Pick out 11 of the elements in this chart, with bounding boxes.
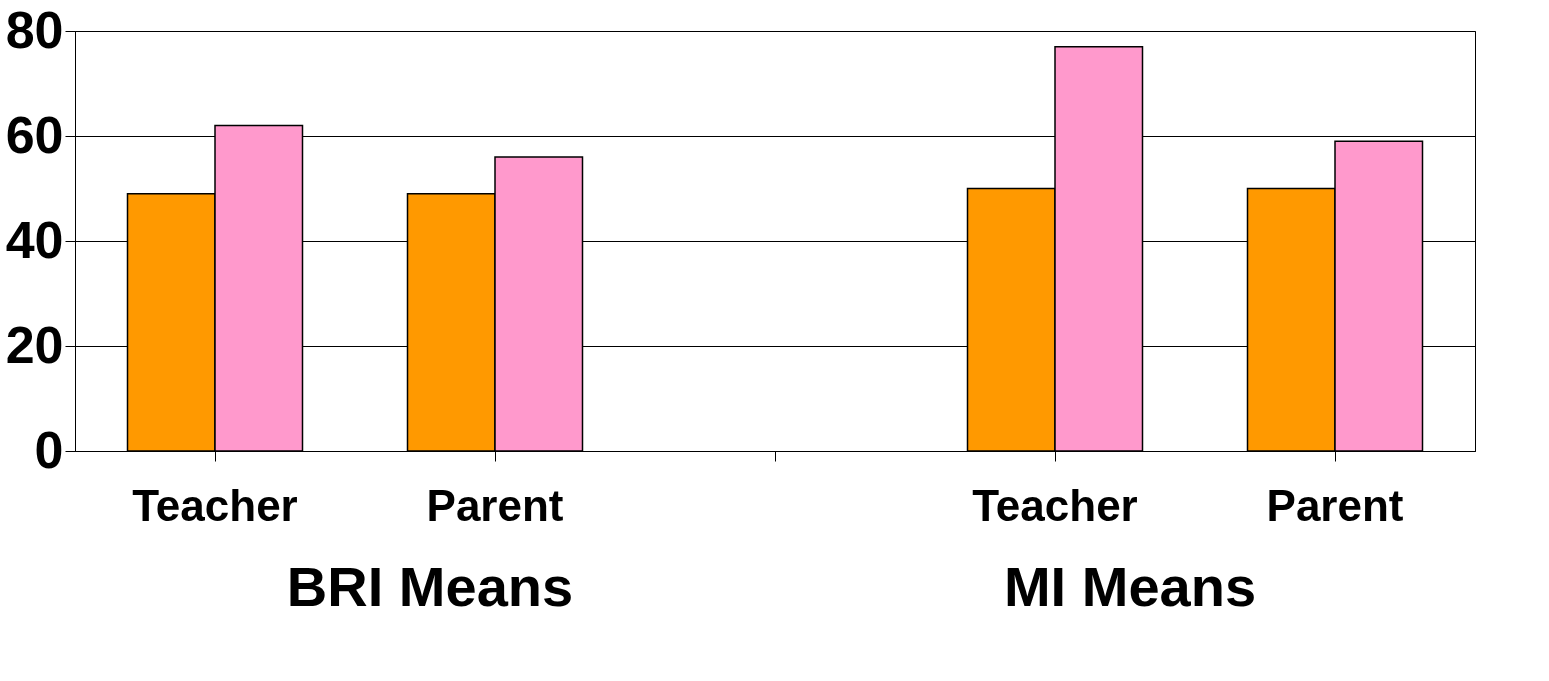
- x-tick-label: Teacher: [972, 480, 1138, 530]
- y-tick-label: 40: [5, 210, 64, 269]
- y-tick-label: 60: [5, 105, 64, 164]
- y-tick-label: 80: [5, 0, 64, 59]
- x-tick-label: Parent: [426, 480, 564, 530]
- text: BRI Means: [285, 554, 575, 619]
- y-tick-label: 0: [34, 420, 64, 479]
- text: MI Means: [1002, 554, 1258, 619]
- x-tick-label: Teacher: [132, 480, 298, 530]
- y-tick-label: 20: [5, 315, 64, 374]
- x-tick-label: Parent: [1266, 480, 1404, 530]
